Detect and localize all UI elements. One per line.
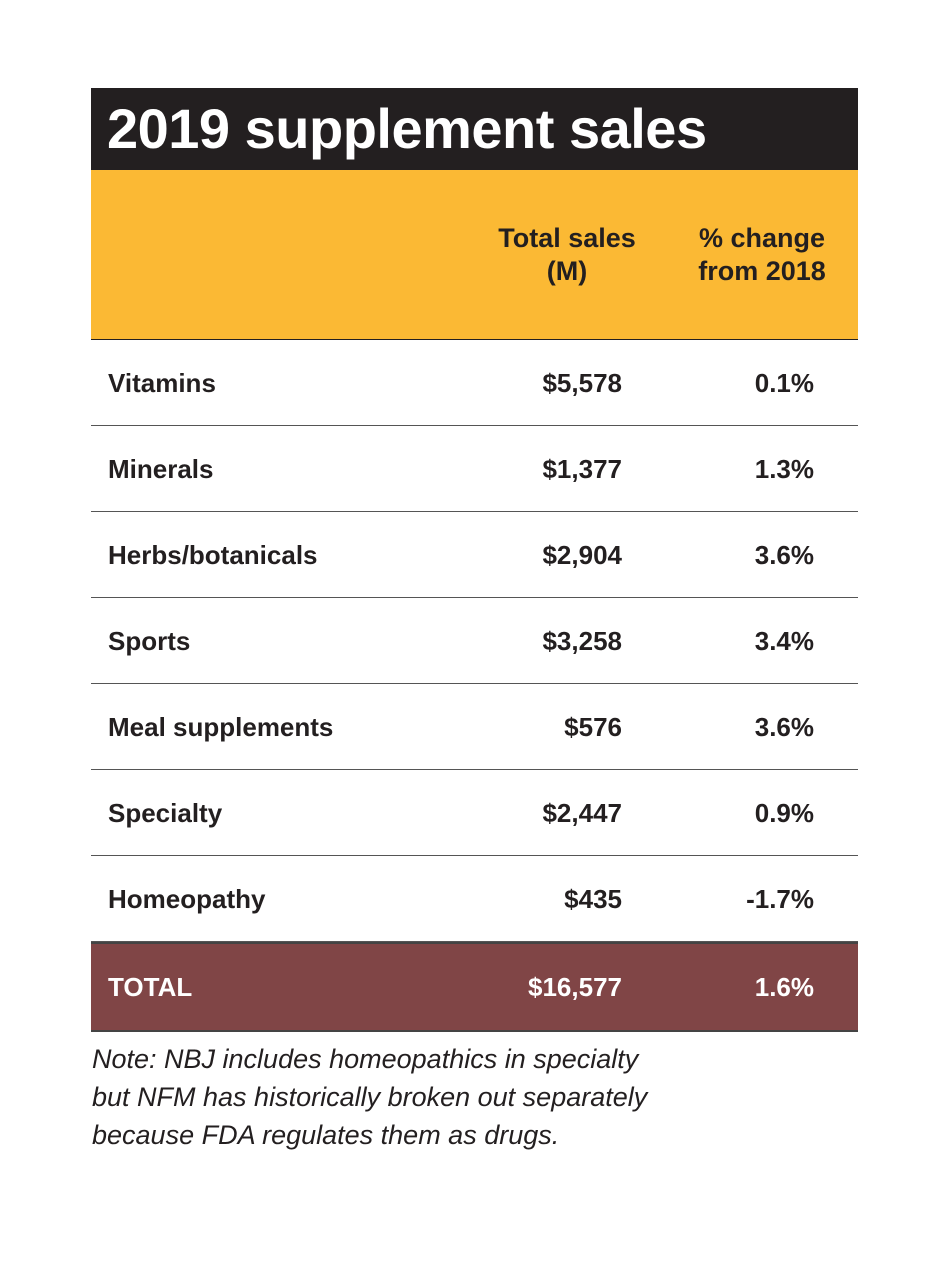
table-row: Sports $3,258 3.4%	[91, 598, 858, 684]
row-change: 0.1%	[754, 368, 814, 398]
note-line: because FDA regulates them as drugs.	[92, 1120, 560, 1150]
note-line: Note: NBJ includes homeopathics in speci…	[92, 1044, 639, 1074]
row-change: 3.6%	[754, 712, 814, 742]
table-row: Minerals $1,377 1.3%	[91, 426, 858, 512]
table-row: Meal supplements $576 3.6%	[91, 684, 858, 770]
table-title: 2019 supplement sales	[91, 88, 858, 170]
row-change: 1.3%	[754, 454, 814, 484]
header-line: (M)	[546, 256, 588, 286]
total-label: TOTAL	[108, 972, 193, 1002]
row-sales: $576	[564, 712, 622, 742]
table-row: Specialty $2,447 0.9%	[91, 770, 858, 856]
sales-table: 2019 supplement sales Total sales (M) % …	[91, 88, 858, 1032]
row-sales: $1,377	[542, 454, 622, 484]
row-sales: $435	[564, 884, 622, 914]
row-category: Homeopathy	[108, 884, 266, 914]
row-category: Specialty	[108, 798, 223, 828]
table-row: Homeopathy $435 -1.7%	[91, 856, 858, 942]
header-line: Total sales	[498, 223, 636, 253]
header-line: from 2018	[698, 256, 826, 286]
row-change: -1.7%	[746, 884, 814, 914]
header-pct-change: % change from 2018	[677, 222, 847, 288]
row-sales: $2,447	[542, 798, 622, 828]
row-sales: $5,578	[542, 368, 622, 398]
note-line: but NFM has historically broken out sepa…	[92, 1082, 648, 1112]
row-change: 3.4%	[754, 626, 814, 656]
total-change: 1.6%	[754, 972, 814, 1002]
row-category: Minerals	[108, 454, 214, 484]
total-sales: $16,577	[528, 972, 622, 1002]
table-row: Vitamins $5,578 0.1%	[91, 340, 858, 426]
row-category: Sports	[108, 626, 191, 656]
footnote: Note: NBJ includes homeopathics in speci…	[92, 1040, 792, 1154]
table-header: Total sales (M) % change from 2018	[91, 170, 858, 340]
row-category: Herbs/botanicals	[108, 540, 318, 570]
row-change: 3.6%	[754, 540, 814, 570]
row-sales: $2,904	[542, 540, 622, 570]
row-sales: $3,258	[542, 626, 622, 656]
header-total-sales: Total sales (M)	[487, 222, 647, 288]
row-change: 0.9%	[754, 798, 814, 828]
header-line: % change	[698, 223, 826, 253]
row-category: Vitamins	[108, 368, 216, 398]
total-row: TOTAL $16,577 1.6%	[91, 942, 858, 1032]
row-category: Meal supplements	[108, 712, 334, 742]
table-row: Herbs/botanicals $2,904 3.6%	[91, 512, 858, 598]
